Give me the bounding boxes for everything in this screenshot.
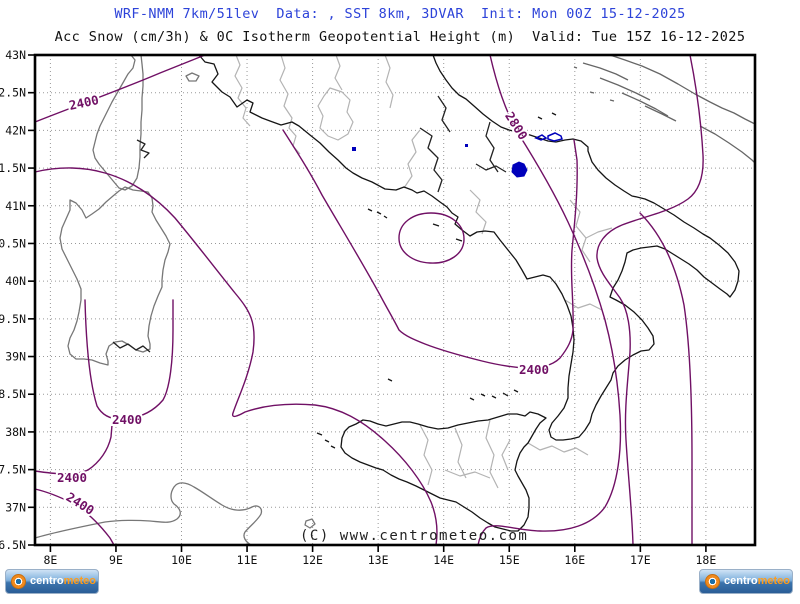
pantelleria-island — [304, 518, 316, 529]
internal-border-dark — [112, 341, 151, 353]
contour-closed-oval — [398, 212, 465, 264]
ponza-islands — [367, 208, 388, 219]
contour-value-label: 2800 — [502, 109, 531, 142]
sicily-coast — [340, 411, 547, 532]
internal-border-dark — [437, 95, 451, 133]
lon-tick-label: 18E — [696, 553, 717, 567]
croatia-islands — [573, 62, 677, 122]
corsica-coast — [92, 54, 144, 191]
region-boundary — [317, 87, 354, 141]
region-boundary — [279, 54, 301, 155]
centrometeo-swirl-icon — [11, 574, 26, 589]
lat-tick-label: 43N — [5, 48, 26, 62]
ustica-island — [387, 378, 393, 382]
centrometeo-logo-left[interactable]: centrometeo — [5, 569, 99, 594]
centrometeo-logo-text: centrometeo — [30, 575, 97, 587]
lat-tick-label: 42.5N — [0, 86, 26, 100]
tremiti-islands — [537, 112, 557, 120]
aeolian-islands — [469, 370, 528, 401]
croatia-coast-south — [699, 125, 756, 164]
region-boundary — [419, 419, 589, 489]
contour-labels: 2400 2400 2400 2400 2400 2800 — [55, 90, 551, 520]
snow-patch-adriatic — [534, 132, 563, 142]
lat-tick-label: 37N — [5, 500, 26, 514]
lat-tick-label: 41N — [5, 199, 26, 213]
grid-lines — [35, 55, 755, 545]
contour-value-label: 2400 — [64, 489, 97, 518]
coastline-gray-group — [34, 54, 756, 546]
contour-valley-inner — [34, 424, 113, 475]
internal-border-dark — [485, 121, 499, 173]
contour-2800 — [477, 54, 622, 546]
lon-tick-label: 10E — [171, 553, 192, 567]
lat-tick-label: 40N — [5, 274, 26, 288]
axis-ticks-labels: 8E 9E 10E 11E 12E 13E 14E 15E 16E 17E 18E 43N 42.5N 4… — [0, 48, 716, 567]
snow-dot-central — [352, 147, 356, 151]
copyright-watermark: (C) www.centrometeo.com — [300, 528, 529, 544]
italy-mainland-coast — [198, 54, 740, 441]
tunisia-coast — [34, 482, 263, 546]
contour-valley-outer — [84, 299, 174, 420]
internal-border-dark — [475, 163, 507, 173]
model-title: WRF-NMM 7km/51lev Data: , SST 8km, 3DVAR… — [114, 6, 686, 22]
coastline-black-group — [112, 54, 740, 532]
contour-value-label: 2400 — [519, 362, 549, 377]
region-boundary — [569, 199, 613, 263]
region-boundaries-group — [234, 54, 613, 489]
contour-puglia-hook — [596, 54, 704, 546]
croatia-coast — [609, 54, 756, 125]
region-boundary — [384, 54, 394, 109]
contour-2400-topleft — [34, 54, 206, 123]
contour-value-label: 2400 — [57, 470, 87, 485]
lon-tick-label: 11E — [237, 553, 258, 567]
lon-tick-label: 17E — [630, 553, 651, 567]
egadi-islands — [316, 432, 336, 449]
region-boundary — [564, 299, 603, 311]
lat-tick-label: 41.5N — [0, 161, 26, 175]
lat-tick-label: 36.5N — [0, 538, 26, 552]
elba-island — [185, 72, 200, 82]
internal-border-dark — [136, 139, 150, 159]
lon-tick-label: 16E — [564, 553, 585, 567]
lon-tick-label: 8E — [43, 553, 57, 567]
contour-bottomleft — [34, 488, 115, 546]
sardinia-coast — [59, 186, 171, 366]
snow-patches-group — [352, 132, 563, 178]
region-boundary — [403, 129, 421, 189]
lat-tick-label: 40.5N — [0, 236, 26, 250]
region-boundary — [234, 54, 251, 127]
contour-value-label: 2400 — [68, 92, 101, 113]
contour-west-long — [34, 167, 438, 546]
map-border — [33, 53, 757, 547]
field-title: Acc Snow (cm/3h) & 0C Isotherm Geopotent… — [54, 29, 746, 45]
lon-tick-label: 15E — [499, 553, 520, 567]
contour-east-right — [639, 212, 693, 546]
centrometeo-logo-right[interactable]: centrometeo — [699, 569, 793, 594]
lat-tick-label: 38N — [5, 425, 26, 439]
lon-tick-label: 12E — [302, 553, 323, 567]
lon-tick-label: 9E — [109, 553, 123, 567]
region-boundary — [334, 54, 343, 91]
centrometeo-swirl-icon — [705, 574, 720, 589]
lat-tick-label: 42N — [5, 123, 26, 137]
lat-tick-label: 37.5N — [0, 463, 26, 477]
contour-value-label: 2400 — [112, 412, 142, 427]
snow-patch-apennines — [511, 161, 528, 178]
internal-border-dark — [419, 127, 443, 193]
contour-group — [34, 54, 704, 546]
snow-dot-east — [465, 144, 468, 147]
lat-tick-label: 39N — [5, 350, 26, 364]
ischia-capri-islands — [432, 223, 463, 242]
lon-tick-label: 13E — [368, 553, 389, 567]
region-boundary — [469, 189, 487, 235]
centrometeo-logo-text: centrometeo — [724, 575, 791, 587]
lat-tick-label: 39.5N — [0, 312, 26, 326]
contour-mid-long — [282, 129, 578, 369]
lon-tick-label: 14E — [433, 553, 454, 567]
lat-tick-label: 38.5N — [0, 387, 26, 401]
